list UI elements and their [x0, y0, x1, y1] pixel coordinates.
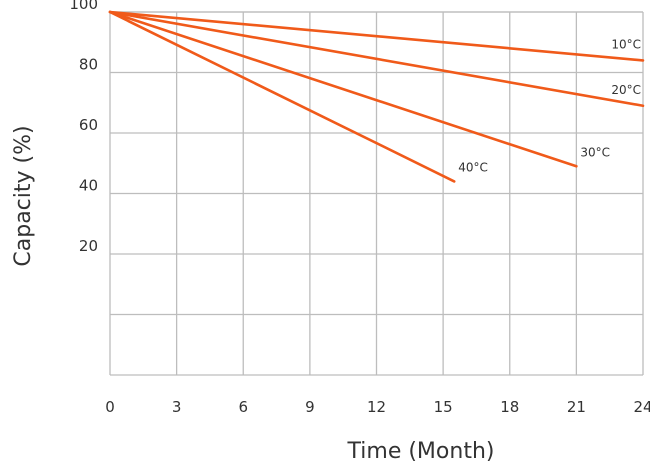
x-tick-label: 24	[633, 398, 650, 416]
x-tick-label: 0	[105, 398, 115, 416]
series-label-1: 20°C	[611, 83, 641, 97]
x-tick-label: 21	[567, 398, 586, 416]
x-tick-label: 18	[500, 398, 519, 416]
grid	[109, 11, 644, 376]
x-tick-label: 6	[238, 398, 248, 416]
series-label-2: 30°C	[580, 145, 610, 159]
x-axis-title: Time (Month)	[347, 439, 495, 464]
x-tick-label: 15	[434, 398, 453, 416]
y-tick-label: 20	[79, 237, 98, 255]
x-tick-label: 3	[172, 398, 182, 416]
series-line-1	[108, 10, 645, 108]
series-labels: 10°C 20°C 30°C 40°C	[458, 37, 641, 174]
y-tick-label: 40	[79, 177, 98, 195]
series-lines	[108, 10, 645, 183]
y-tick-label: 60	[79, 116, 98, 134]
series-line-3	[108, 10, 456, 183]
x-tick-label: 12	[367, 398, 386, 416]
y-axis-ticks: 20 40 60 80 100	[69, 0, 98, 255]
series-label-3: 40°C	[458, 160, 488, 174]
x-axis-ticks: 0 3 6 9 12 15 18 21 24	[105, 398, 650, 416]
series-line-0	[108, 10, 645, 62]
series-label-0: 10°C	[611, 37, 641, 51]
y-tick-label: 80	[79, 56, 98, 74]
series-line-2	[108, 10, 578, 168]
y-axis-title: Capacity (%)	[11, 125, 36, 266]
x-tick-label: 9	[305, 398, 315, 416]
y-tick-label: 100	[69, 0, 98, 13]
